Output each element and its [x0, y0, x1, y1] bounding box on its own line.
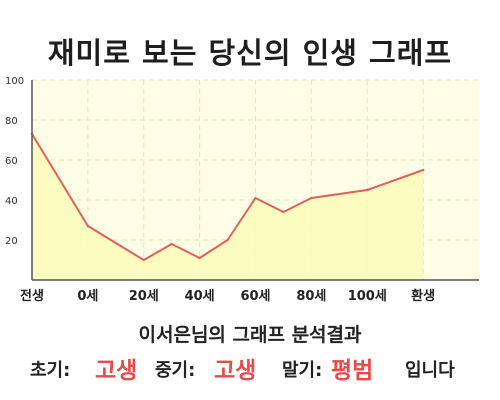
- x-tick-label: 40세: [185, 289, 215, 304]
- axes: [31, 80, 479, 281]
- x-tick-label: 전생: [20, 288, 44, 304]
- x-tick-label: 100세: [348, 289, 387, 304]
- data-point: [282, 210, 285, 214]
- middle-value: 고생: [214, 358, 257, 384]
- data-point: [170, 242, 173, 246]
- y-tick-label: 100: [5, 76, 24, 87]
- area-fill: [32, 134, 424, 280]
- x-tick-label: 60세: [240, 289, 270, 304]
- early-value: 고생: [95, 358, 138, 384]
- late-label: 말기:: [282, 360, 323, 381]
- data-point: [198, 256, 201, 260]
- result-suffix: 입니다: [405, 360, 455, 381]
- y-tick-label: 80: [5, 116, 18, 127]
- data-point: [310, 196, 313, 200]
- result-summary: 초기: 고생 중기: 고생 말기: 평범 입니다: [0, 350, 500, 384]
- data-point: [86, 224, 90, 228]
- x-tick-label: 0세: [77, 289, 98, 304]
- early-label: 초기:: [30, 360, 71, 381]
- area-layer: [30, 132, 425, 280]
- data-point: [254, 196, 257, 200]
- x-tick-label: 환생: [411, 288, 435, 304]
- y-tick-label: 60: [5, 156, 18, 167]
- data-point: [366, 188, 369, 192]
- data-point: [142, 258, 145, 262]
- x-tick-label: 80세: [296, 289, 326, 304]
- y-tick-label: 40: [5, 196, 18, 207]
- y-tick-labels: 20 40 60 80 100: [5, 76, 24, 247]
- data-point: [226, 238, 229, 242]
- page-title: 재미로 보는 당신의 인생 그래프: [47, 36, 453, 70]
- y-tick-label: 20: [5, 236, 18, 247]
- data-point: [421, 168, 425, 172]
- middle-label: 중기:: [155, 360, 196, 381]
- late-value: 평범: [331, 358, 374, 384]
- result-heading: 이서은님의 그래프 분석결과: [138, 324, 362, 346]
- x-tick-label: 20세: [129, 289, 159, 304]
- x-tick-labels: 전생 0세 20세 40세 60세 80세 100세 환생: [20, 288, 435, 304]
